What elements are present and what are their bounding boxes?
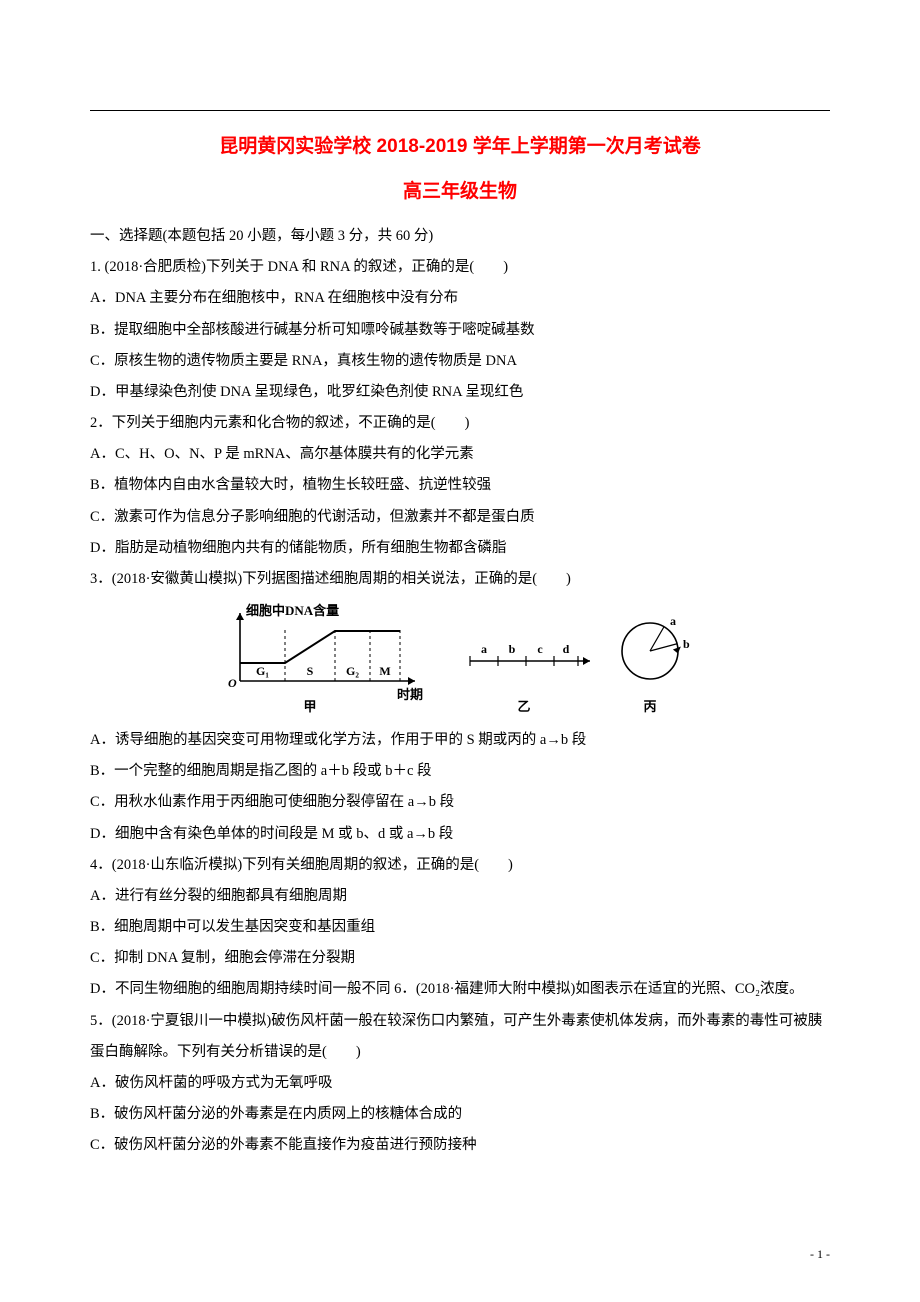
q1-option-a: A．DNA 主要分布在细胞核中，RNA 在细胞核中没有分布	[90, 283, 830, 314]
q4-stem: 4．(2018·山东临沂模拟)下列有关细胞周期的叙述，正确的是( )	[90, 850, 830, 881]
svg-text:甲: 甲	[303, 699, 316, 714]
q1-option-c: C．原核生物的遗传物质主要是 RNA，真核生物的遗传物质是 DNA	[90, 346, 830, 377]
exam-subtitle: 高三年级生物	[90, 176, 830, 203]
q5-option-c: C．破伤风杆菌分泌的外毒素不能直接作为疫苗进行预防接种	[90, 1130, 830, 1161]
q1-stem: 1. (2018·合肥质检)下列关于 DNA 和 RNA 的叙述，正确的是( )	[90, 252, 830, 283]
q4-option-a: A．进行有丝分裂的细胞都具有细胞周期	[90, 881, 830, 912]
svg-text:d: d	[563, 642, 570, 656]
top-divider	[90, 110, 830, 111]
page-number: - 1 -	[810, 1247, 830, 1262]
q4-option-c: C．抑制 DNA 复制，细胞会停滞在分裂期	[90, 943, 830, 974]
q2-option-d: D．脂肪是动植物细胞内共有的储能物质，所有细胞生物都含磷脂	[90, 533, 830, 564]
q1-option-b: B．提取细胞中全部核酸进行碱基分析可知嘌呤碱基数等于嘧啶碱基数	[90, 315, 830, 346]
q2-option-a: A．C、H、O、N、P 是 mRNA、高尔基体膜共有的化学元素	[90, 439, 830, 470]
q5-option-a: A．破伤风杆菌的呼吸方式为无氧呼吸	[90, 1068, 830, 1099]
svg-text:O: O	[228, 676, 237, 690]
svg-text:b: b	[509, 642, 516, 656]
section-header: 一、选择题(本题包括 20 小题，每小题 3 分，共 60 分)	[90, 221, 830, 252]
svg-text:G₁: G₁	[256, 664, 269, 678]
svg-text:丙: 丙	[643, 699, 656, 714]
q4-option-d: D．不同生物细胞的细胞周期持续时间一般不同 6．(2018·福建师大附中模拟)如…	[90, 974, 830, 1005]
svg-text:S: S	[307, 664, 314, 678]
q5-option-b: B．破伤风杆菌分泌的外毒素是在内质网上的核糖体合成的	[90, 1099, 830, 1130]
q2-option-b: B．植物体内自由水含量较大时，植物生长较旺盛、抗逆性较强	[90, 470, 830, 501]
q3-stem: 3．(2018·安徽黄山模拟)下列据图描述细胞周期的相关说法，正确的是( )	[90, 564, 830, 595]
q5-stem: 5．(2018·宁夏银川一中模拟)破伤风杆菌一般在较深伤口内繁殖，可产生外毒素使…	[90, 1006, 830, 1068]
q2-option-c: C．激素可作为信息分子影响细胞的代谢活动，但激素并不都是蛋白质	[90, 502, 830, 533]
svg-text:b: b	[683, 637, 690, 651]
q3-option-c: C．用秋水仙素作用于丙细胞可使细胞分裂停留在 a→b 段	[90, 787, 830, 818]
q2-stem: 2．下列关于细胞内元素和化合物的叙述，不正确的是( )	[90, 408, 830, 439]
svg-text:M: M	[379, 664, 390, 678]
q4-option-b: B．细胞周期中可以发生基因突变和基因重组	[90, 912, 830, 943]
svg-text:细胞中DNA含量: 细胞中DNA含量	[246, 603, 339, 618]
svg-text:a: a	[670, 614, 676, 628]
svg-text:乙: 乙	[517, 699, 530, 714]
svg-text:G₂: G₂	[346, 664, 359, 678]
q3-option-d: D．细胞中含有染色单体的时间段是 M 或 b、d 或 a→b 段	[90, 819, 830, 850]
svg-text:a: a	[481, 642, 487, 656]
q1-option-d: D．甲基绿染色剂使 DNA 呈现绿色，吡罗红染色剂使 RNA 呈现红色	[90, 377, 830, 408]
svg-text:时期: 时期	[397, 687, 423, 702]
q3-figure: G₁SG₂M细胞中DNA含量O时期甲abcd乙ab丙	[90, 601, 830, 721]
exam-title: 昆明黄冈实验学校 2018-2019 学年上学期第一次月考试卷	[90, 131, 830, 158]
q3-option-a: A．诱导细胞的基因突变可用物理或化学方法，作用于甲的 S 期或丙的 a→b 段	[90, 725, 830, 756]
q3-option-b: B．一个完整的细胞周期是指乙图的 a＋b 段或 b＋c 段	[90, 756, 830, 787]
svg-text:c: c	[537, 642, 543, 656]
